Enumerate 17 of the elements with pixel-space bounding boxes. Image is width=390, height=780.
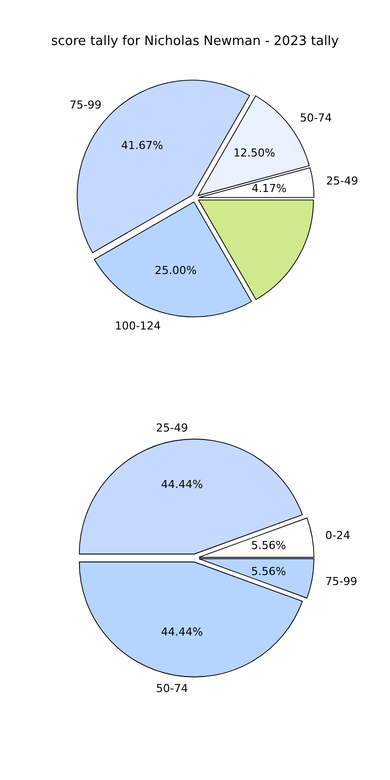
data-label: 44.44% [161, 625, 203, 638]
slice-label: 50-74 [300, 111, 332, 124]
slice-label: 0-24 [325, 528, 350, 542]
data-label: 25.00% [154, 264, 197, 278]
data-label: 5.56% [251, 564, 286, 578]
slice-label: 25-49 [156, 422, 188, 435]
chart-title: score tally for Nicholas Newman - 2023 tally [51, 34, 340, 49]
data-label: 5.56% [251, 538, 286, 552]
data-label: 12.50% [233, 146, 276, 160]
slice-label: 75-99 [69, 98, 102, 112]
slice-label: 75-99 [325, 574, 358, 588]
data-label: 44.44% [161, 478, 203, 492]
slice-label: 25-49 [326, 174, 358, 188]
data-label: 4.17% [252, 182, 287, 196]
slice-label: 50-74 [156, 682, 188, 696]
slice-label: 100-124 [114, 320, 161, 333]
data-label: 41.67% [121, 139, 164, 152]
